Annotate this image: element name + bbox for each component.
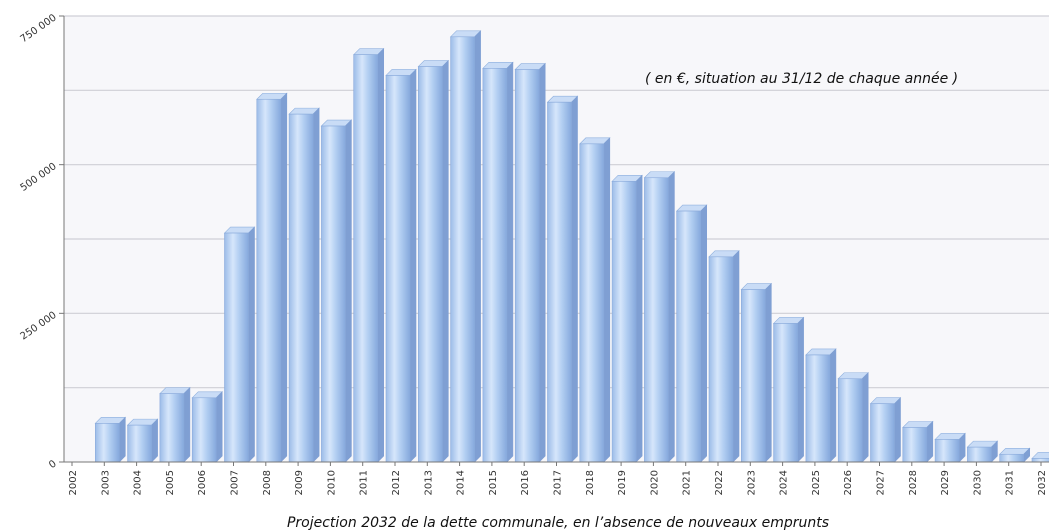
y-tick-label: 250 000	[19, 310, 59, 343]
bar	[159, 386, 191, 463]
bars	[94, 30, 1049, 463]
bar	[772, 316, 805, 463]
bar	[320, 119, 353, 463]
x-tick-label: 2004	[133, 470, 144, 495]
bar	[385, 68, 417, 463]
bar	[417, 59, 450, 463]
x-tick-label: 2024	[779, 470, 790, 495]
x-tick-label: 2016	[520, 470, 531, 495]
x-tick-label: 2029	[940, 470, 951, 495]
bar	[869, 396, 902, 463]
bar	[514, 62, 546, 463]
x-tick-label: 2022	[714, 470, 725, 495]
bar	[449, 30, 482, 463]
x-tick-label: 2010	[326, 470, 337, 495]
bar	[579, 137, 611, 463]
bar	[998, 447, 1031, 463]
bar	[126, 418, 159, 463]
bar	[934, 432, 966, 463]
bar	[708, 250, 740, 463]
x-tick-label: 2005	[165, 470, 176, 495]
bar	[223, 226, 256, 463]
x-tick-label: 2002	[68, 470, 79, 495]
x-tick-label: 2030	[972, 470, 983, 495]
x-tick-label: 2023	[746, 470, 757, 495]
x-tick-label: 2003	[100, 470, 111, 495]
x-tick-label: 2027	[876, 470, 887, 495]
bar	[675, 204, 708, 463]
x-tick-label: 2031	[1005, 470, 1016, 495]
bar	[546, 95, 579, 463]
x-tick-label: 2032	[1037, 470, 1048, 495]
x-tick-label: 2014	[456, 470, 467, 495]
x-axis-caption: Projection 2032 de la dette communale, e…	[287, 515, 829, 531]
bar	[482, 61, 514, 463]
y-tick-label: 0	[47, 458, 59, 471]
bar	[902, 420, 934, 463]
x-tick-label: 2020	[649, 470, 660, 495]
x-tick-label: 2008	[262, 470, 273, 495]
x-tick-label: 2025	[811, 470, 822, 495]
x-tick-label: 2021	[682, 470, 693, 495]
bar	[966, 440, 999, 463]
bar	[94, 416, 127, 463]
x-axis: 2002 2003 2004 2005 2006 2007 2008 2009 2010 2011…	[60, 461, 1049, 495]
x-tick-label: 2026	[843, 470, 854, 495]
units-note: ( en €, situation au 31/12 de chaque ann…	[645, 71, 958, 87]
bar	[191, 391, 223, 463]
bar	[256, 92, 288, 463]
bar	[837, 372, 869, 463]
x-tick-label: 2012	[391, 470, 402, 495]
bar	[643, 171, 676, 463]
y-tick-label: 500 000	[19, 161, 59, 194]
y-tick-label: 750 000	[19, 12, 59, 45]
y-axis: 0 250 000 500 000 750 000	[19, 12, 65, 471]
x-tick-label: 2018	[585, 470, 596, 495]
x-tick-label: 2015	[488, 470, 499, 495]
x-tick-label: 2006	[197, 470, 208, 495]
x-tick-label: 2011	[359, 470, 370, 495]
bar	[740, 282, 773, 463]
x-tick-label: 2028	[908, 470, 919, 495]
x-tick-label: 2019	[617, 470, 628, 495]
bar	[352, 47, 385, 463]
x-tick-label: 2017	[553, 470, 564, 495]
x-tick-label: 2007	[230, 470, 241, 495]
x-tick-label: 2013	[423, 470, 434, 495]
bar	[288, 107, 320, 463]
bar	[611, 174, 643, 463]
x-tick-label: 2009	[294, 470, 305, 495]
bar	[805, 348, 837, 463]
